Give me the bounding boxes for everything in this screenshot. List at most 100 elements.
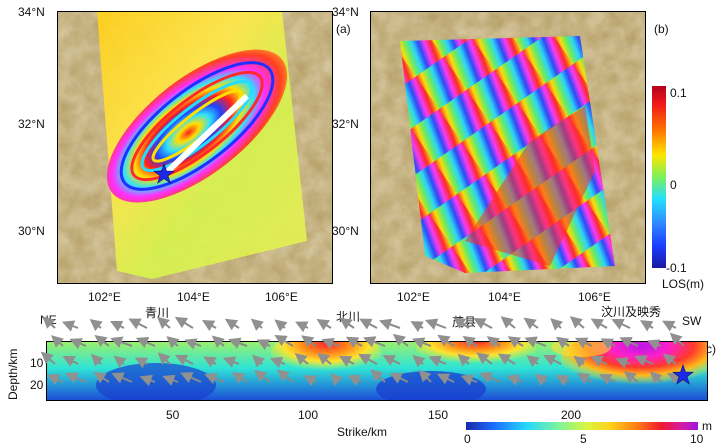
slip-vector-arrow (359, 318, 378, 330)
slip-vector-arrow (338, 355, 355, 367)
slip-vector-arrow (294, 353, 309, 366)
slip-vector-arrow (256, 339, 271, 351)
slip-vector-arrow (228, 337, 248, 349)
slip-vector-arrow (274, 319, 288, 332)
slip-vector-arrow (321, 337, 340, 350)
slip-vector-arrow (486, 336, 501, 349)
slip-scale-min: 0 (464, 432, 471, 446)
slip-vector-arrow (61, 320, 79, 332)
lon-tick-b-104: 104°E (488, 290, 521, 304)
lon-tick-a-104: 104°E (177, 290, 210, 304)
slip-vector-arrow (40, 351, 56, 365)
slip-vector-arrow (392, 333, 409, 347)
slip-vector-arrow (231, 372, 248, 384)
slip-vector-arrow (345, 336, 363, 348)
place-label-qingchuan: 青川 (145, 306, 170, 320)
strike-tick-150: 150 (428, 408, 449, 422)
lon-tick-a-102: 102°E (88, 290, 121, 304)
slip-vector-arrow (94, 335, 110, 348)
slip-vector-arrow (184, 338, 202, 350)
slip-vector-arrow (211, 335, 225, 348)
slip-vector-arrow (303, 375, 317, 387)
slip-vector-arrow (317, 352, 332, 365)
slip-vector-arrows (40, 316, 685, 387)
lat-tick-a-34: 34°N (18, 5, 45, 19)
sw-label: SW (682, 314, 702, 328)
strike-tick-200: 200 (561, 408, 582, 422)
slip-vector-arrow (330, 373, 343, 386)
slip-vector-arrow (437, 334, 455, 347)
lat-tick-a-30: 30°N (18, 224, 45, 238)
slip-vector-arrow (479, 372, 501, 384)
slip-vector-arrow (42, 316, 56, 329)
strike-tick-50: 50 (166, 408, 180, 422)
slip-vector-arrow (523, 317, 539, 330)
map-panel-b (370, 11, 646, 284)
lat-tick-b-32: 32°N (332, 117, 359, 131)
slip-vector-arrow (339, 317, 355, 330)
epicenter-star-icon-a (153, 163, 175, 184)
slip-vector-arrow (50, 335, 64, 348)
lat-tick-b-34: 34°N (332, 5, 359, 19)
slip-vector-arrow (662, 353, 677, 366)
slip-vector-arrow (69, 338, 87, 350)
epicenter-star-icon-c (672, 364, 694, 385)
slip-vector-arrow (412, 354, 426, 368)
slip-vector-arrow (534, 374, 548, 386)
slip-vector-arrow (412, 337, 432, 349)
slip-vector-arrow (110, 336, 133, 348)
slip-vector-arrow (555, 375, 570, 386)
slip-vector-arrow (109, 320, 125, 332)
los-scale-min: -0.1 (666, 261, 687, 275)
slip-vector-arrow (156, 316, 171, 330)
depth-tick-10: 10 (30, 356, 44, 370)
slip-vector-arrow (460, 374, 478, 386)
panel-b-label: (b) (654, 22, 669, 36)
slip-vector-arrow (497, 353, 516, 365)
slip-vector-arrow (295, 321, 309, 333)
slip-vector-arrow (639, 320, 654, 332)
slip-vector-arrow (203, 356, 217, 368)
los-scale-unit: LOS(m) (662, 277, 704, 291)
slip-vector-arrow (619, 336, 639, 348)
slip-vector-arrow (600, 338, 616, 350)
los-color-scale (652, 86, 666, 268)
strike-tick-100: 100 (298, 408, 319, 422)
slip-vector-arrow (128, 318, 148, 330)
slip-vector-arrow (139, 374, 156, 387)
fault-trace (162, 93, 250, 177)
slip-scale-max: 10 (690, 432, 704, 446)
slip-vector-arrow (506, 374, 524, 386)
slip-vector-arrow (113, 355, 127, 368)
strike-axis-label: Strike/km (337, 425, 388, 439)
slip-vector-arrow (569, 316, 585, 329)
place-label-wenchuan-yingxiu: 汶川及映秀 (601, 305, 662, 319)
slip-vector-arrow (576, 372, 593, 385)
slip-vector-arrow (174, 316, 194, 329)
slip-vector-arrow (573, 355, 587, 368)
slip-vector-arrow (428, 355, 447, 367)
lat-tick-b-30: 30°N (332, 224, 359, 238)
panel-a-label: (a) (336, 22, 351, 36)
slip-vector-arrow (526, 355, 540, 368)
slip-color-scale (466, 422, 698, 430)
slip-vector-arrow (418, 369, 432, 383)
slip-vector-arrow (347, 374, 363, 386)
slip-vector-arrow (543, 354, 562, 366)
slip-vector-arrow (507, 336, 524, 348)
slip-vector-arrow (301, 335, 317, 348)
lon-tick-b-106: 106°E (578, 290, 611, 304)
slip-vector-arrow (254, 369, 271, 383)
slip-vector-arrow (647, 339, 662, 351)
slip-vector-arrow (410, 321, 424, 333)
slip-vector-arrow (276, 369, 294, 383)
slip-vector-arrow (204, 373, 225, 385)
slip-vector-arrow (358, 353, 378, 365)
slip-vector-arrow (500, 316, 516, 329)
slip-vector-arrow (634, 355, 654, 367)
slip-vector-arrow (615, 357, 631, 369)
slip-vector-arrow (93, 371, 110, 384)
slip-vector-arrow (623, 371, 639, 384)
slip-vector-arrow (598, 374, 616, 385)
slip-vector-arrow (162, 374, 179, 386)
